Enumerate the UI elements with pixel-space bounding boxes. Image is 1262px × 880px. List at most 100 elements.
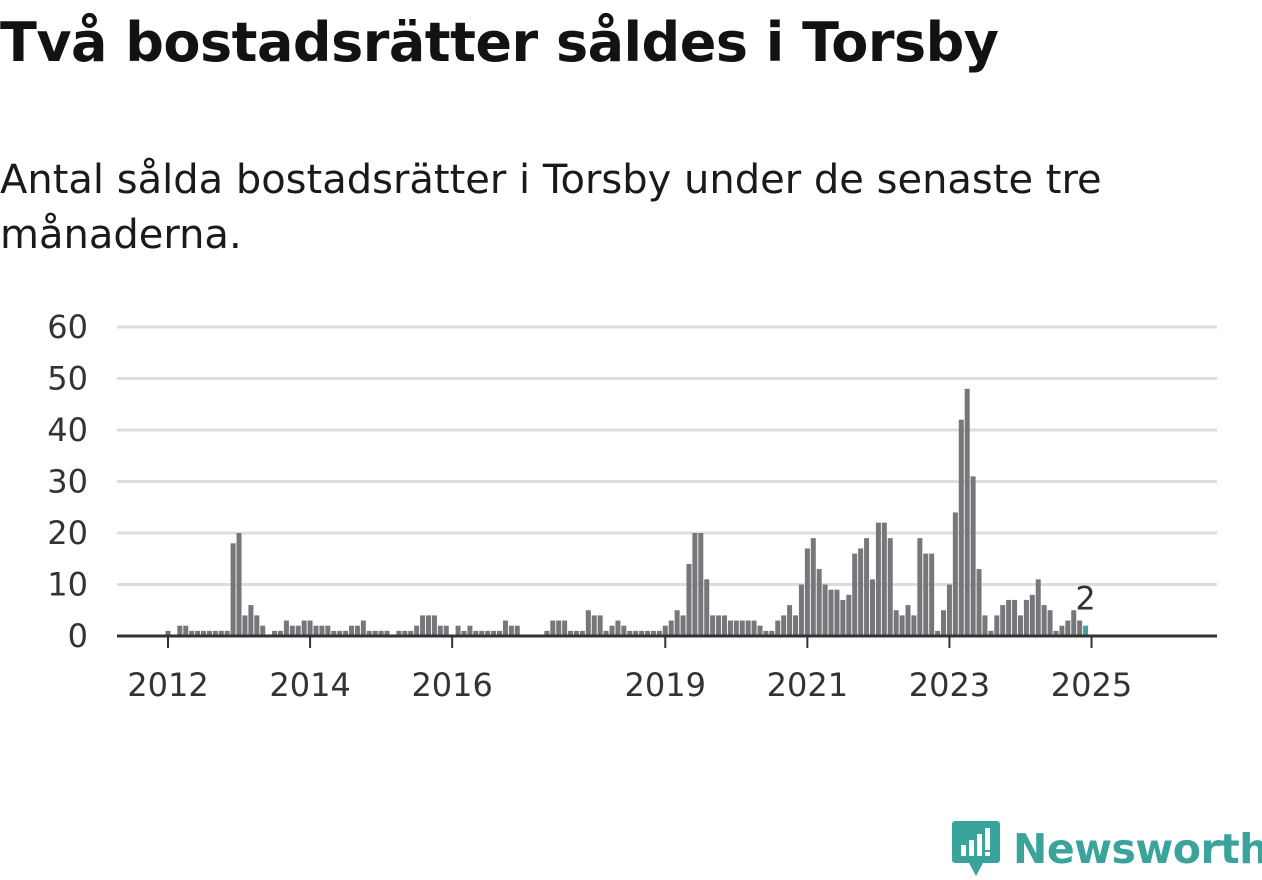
x-tick-label: 2025 [1051, 666, 1132, 704]
bar [721, 615, 727, 636]
bar [248, 605, 254, 636]
y-tick-label: 0 [68, 617, 88, 655]
bar [307, 620, 313, 636]
y-tick-label: 50 [47, 360, 88, 398]
newsworthy-logo: Newsworthy [951, 818, 1262, 880]
bar [751, 620, 757, 636]
bar [366, 630, 372, 636]
bar [1041, 605, 1047, 636]
bar [562, 620, 568, 636]
bar [378, 630, 384, 636]
y-tick-label: 30 [47, 463, 88, 501]
bar [822, 584, 828, 636]
bars [165, 388, 1089, 636]
bar [254, 615, 260, 636]
bar [733, 620, 739, 636]
bar [550, 620, 556, 636]
bar [1023, 599, 1029, 636]
bar [650, 630, 656, 636]
bar [952, 512, 958, 636]
bar [224, 630, 230, 636]
bar [633, 630, 639, 636]
bar [1012, 599, 1018, 636]
bar [502, 620, 508, 636]
bar [852, 553, 858, 636]
bar [218, 630, 224, 636]
bar [662, 625, 668, 636]
newsworthy-logo-icon [952, 821, 1000, 876]
bar [917, 538, 923, 636]
bar [319, 625, 325, 636]
x-tick-label: 2019 [625, 666, 706, 704]
gridlines [117, 325, 1217, 586]
bar [828, 589, 834, 636]
last-value-label: 2 [1075, 580, 1095, 618]
y-tick-label: 40 [47, 411, 88, 449]
x-tick-label: 2023 [909, 666, 990, 704]
chart-title: Två bostadsrätter såldes i Torsby [0, 11, 999, 74]
bar [858, 548, 864, 636]
bar [177, 625, 183, 636]
bar [976, 569, 982, 636]
bar [331, 630, 337, 636]
bar [195, 630, 201, 636]
bar [946, 584, 952, 636]
bar [1047, 610, 1053, 636]
bar [810, 538, 816, 636]
bar [899, 615, 905, 636]
bar [579, 630, 585, 636]
bar [425, 615, 431, 636]
bar [846, 594, 852, 636]
bar [183, 625, 189, 636]
bar [639, 630, 645, 636]
bar [668, 620, 674, 636]
bar [1071, 610, 1077, 636]
bar [354, 625, 360, 636]
bar [970, 476, 976, 636]
bar [437, 625, 443, 636]
bar [615, 620, 621, 636]
bar [869, 579, 875, 636]
x-axis-ticks: 2012 2014 2016 2019 2021 2023 2025 [127, 636, 1132, 704]
bar [769, 630, 775, 636]
y-axis-ticks: 0 10 20 30 40 50 60 [47, 308, 88, 655]
bar [473, 630, 479, 636]
bar [704, 579, 710, 636]
bar [230, 543, 236, 636]
bar [585, 610, 591, 636]
bar [289, 625, 295, 636]
bar [283, 620, 289, 636]
bar [727, 620, 733, 636]
y-tick-label: 20 [47, 514, 88, 552]
bar [1053, 630, 1059, 636]
bar [739, 620, 745, 636]
bar [864, 538, 870, 636]
bar [958, 419, 964, 636]
bar [479, 630, 485, 636]
bar [893, 610, 899, 636]
bar [360, 620, 366, 636]
bar [816, 569, 822, 636]
bar [556, 620, 562, 636]
bar [609, 625, 615, 636]
bar [716, 615, 722, 636]
bar [787, 605, 793, 636]
bar [568, 630, 574, 636]
bar [591, 615, 597, 636]
highlight-bar [1083, 625, 1089, 636]
bar [485, 630, 491, 636]
bar [260, 625, 266, 636]
bar [277, 630, 283, 636]
bar [775, 620, 781, 636]
bar [295, 625, 301, 636]
bar [645, 630, 651, 636]
bar [1000, 605, 1006, 636]
bar [491, 630, 497, 636]
bar [793, 615, 799, 636]
bar [1035, 579, 1041, 636]
bar [840, 599, 846, 636]
bar [455, 625, 461, 636]
bar [994, 615, 1000, 636]
bar [881, 522, 887, 636]
